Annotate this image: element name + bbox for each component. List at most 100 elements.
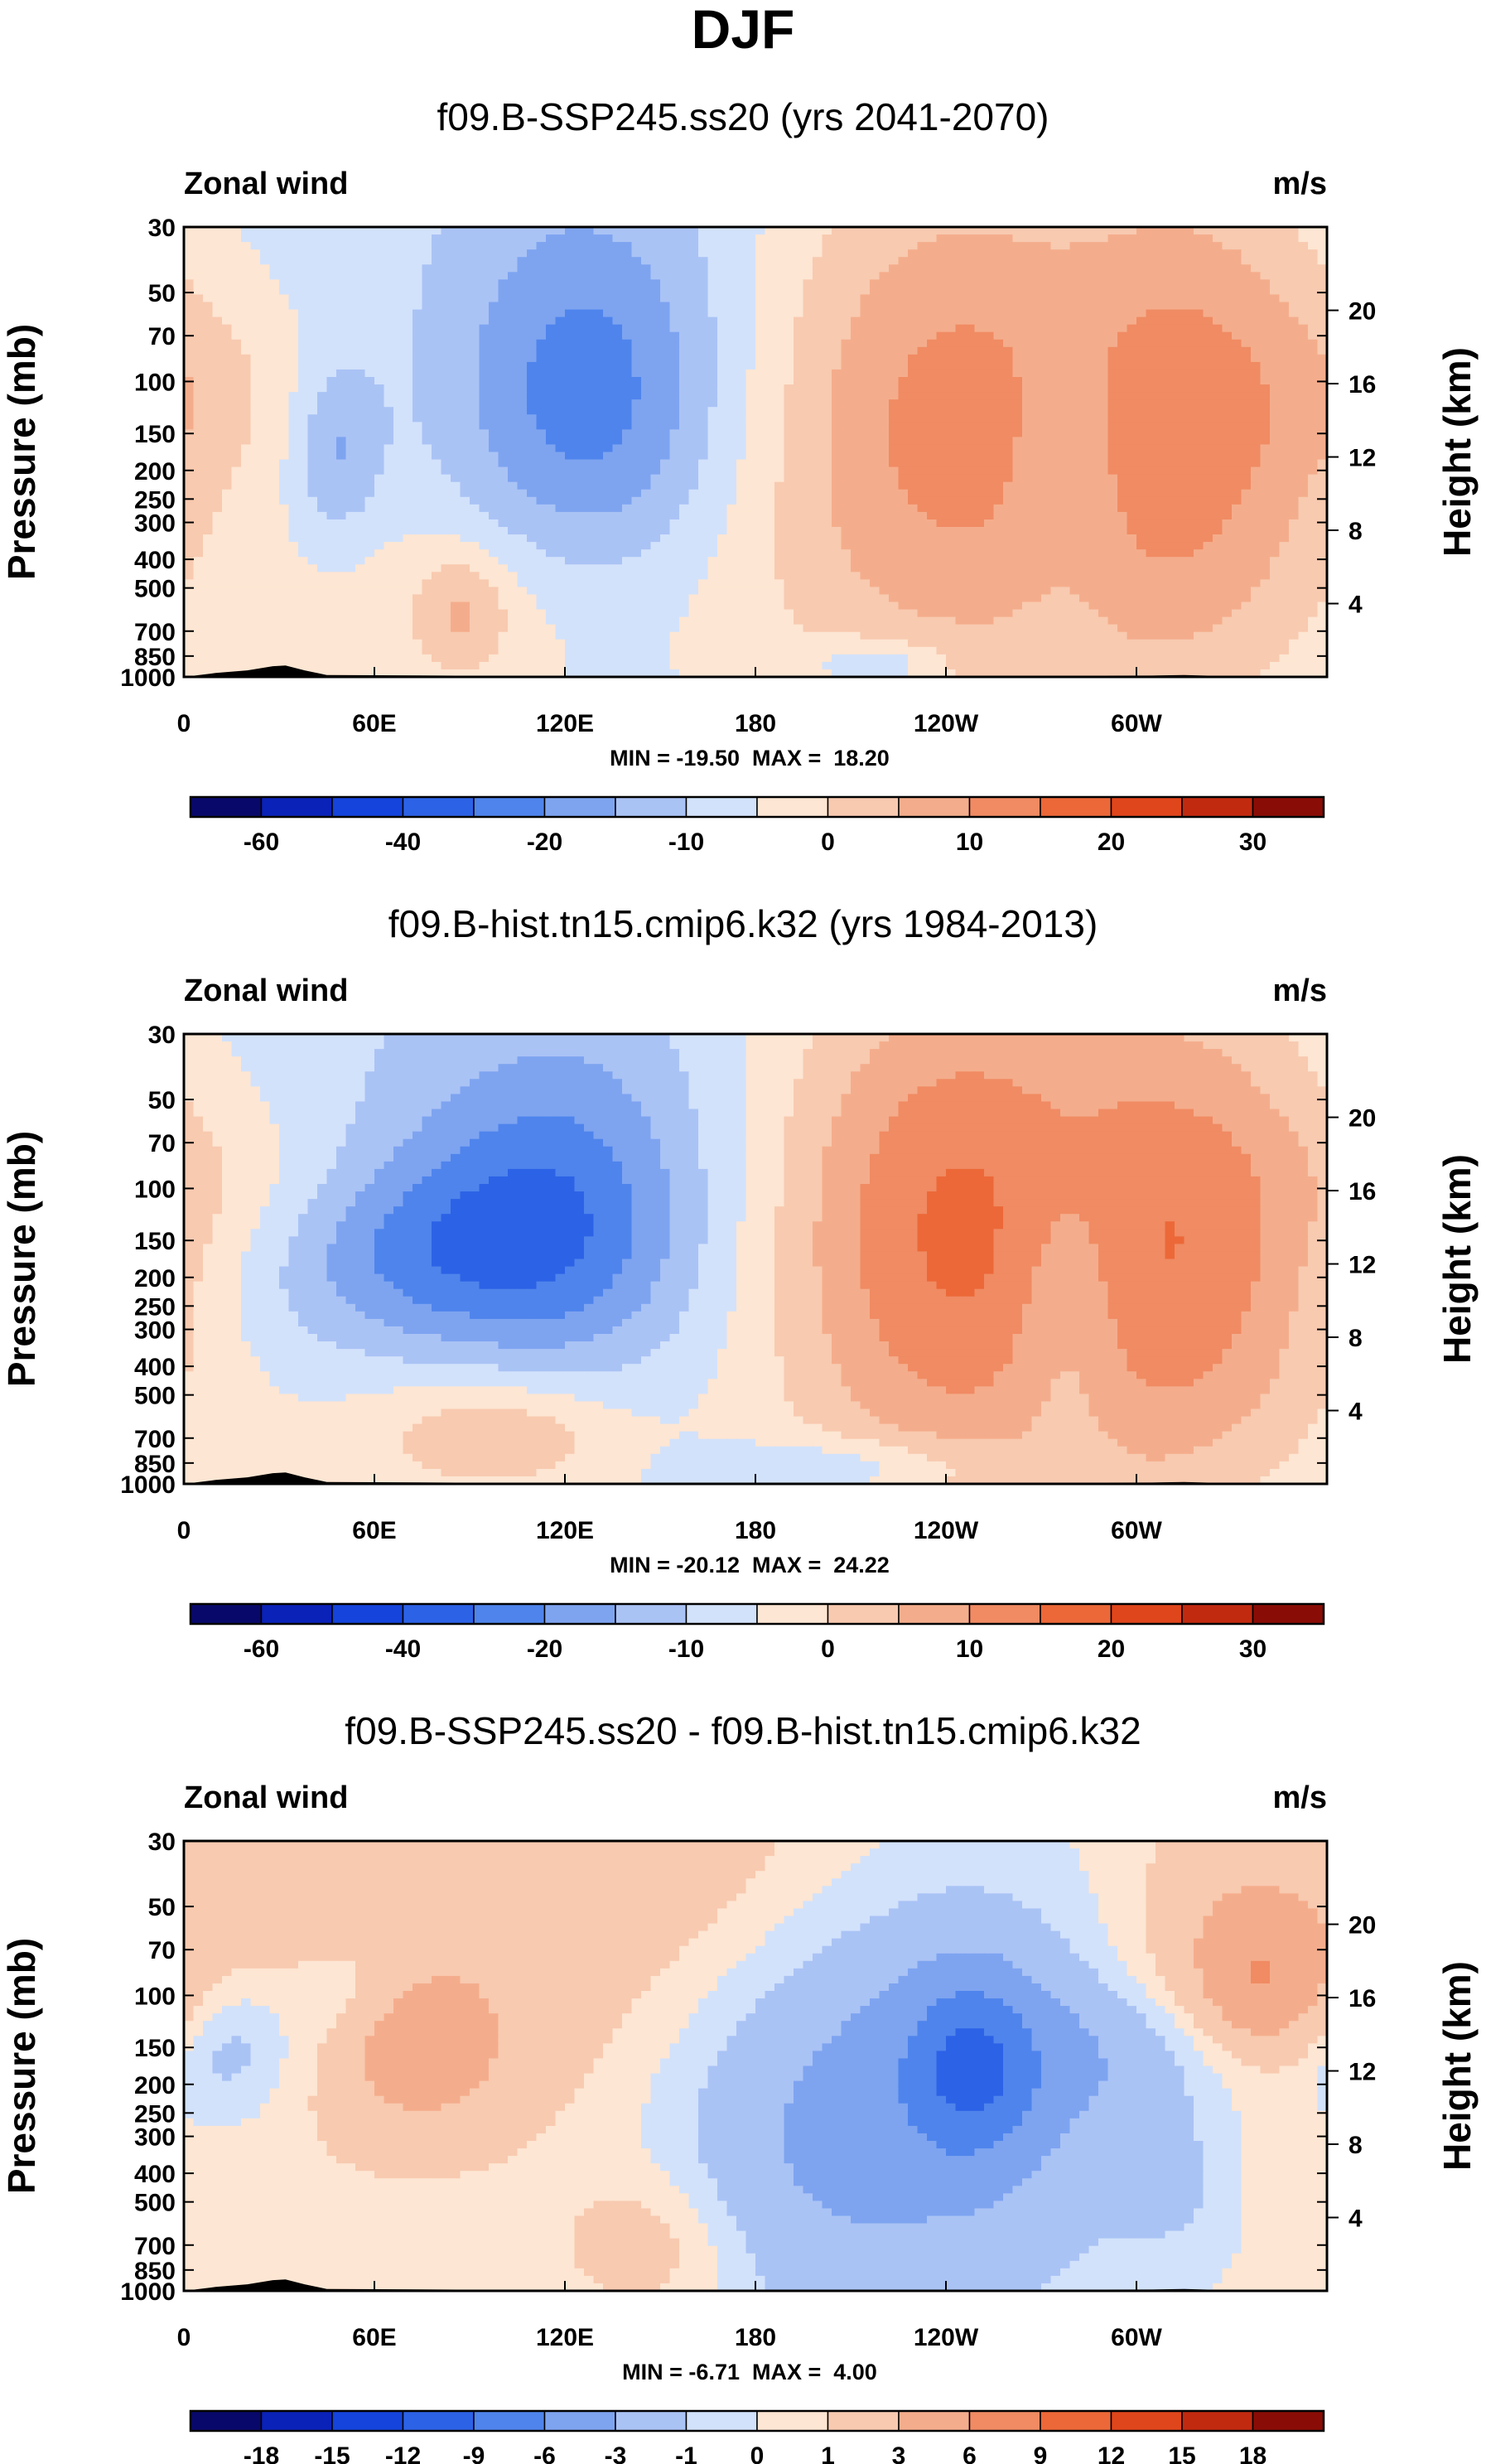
field-cell [1175, 422, 1184, 430]
field-cell [499, 392, 509, 400]
field-cell [213, 497, 223, 505]
field-cell [746, 519, 756, 528]
field-cell [1289, 519, 1299, 528]
field-cell [508, 512, 518, 520]
field-cell [689, 437, 699, 445]
field-cell [1261, 355, 1271, 363]
field-cell [842, 467, 852, 476]
field-cell [403, 310, 413, 318]
field-cell [632, 467, 642, 476]
field-cell [832, 512, 842, 520]
field-cell [660, 527, 670, 535]
field-cell [1089, 452, 1099, 461]
field-cell [298, 302, 308, 311]
field-cell [1098, 460, 1108, 468]
field-cell [432, 325, 441, 333]
field-cell [298, 452, 308, 461]
field-cell [717, 347, 727, 355]
field-cell [641, 257, 651, 265]
field-cell [194, 325, 204, 333]
field-cell [1184, 294, 1194, 302]
field-cell [270, 325, 280, 333]
field-cell [908, 392, 918, 400]
field-cell [1299, 355, 1309, 363]
field-cell [336, 310, 346, 318]
field-cell [279, 414, 289, 423]
field-cell [774, 475, 784, 483]
field-cell [1242, 249, 1252, 258]
field-cell [1136, 384, 1146, 393]
field-cell [765, 242, 775, 250]
field-cell [594, 317, 604, 326]
field-cell [1175, 287, 1184, 295]
field-cell [679, 444, 689, 452]
field-cell [927, 399, 937, 408]
field-cell [270, 452, 280, 461]
field-cell [251, 407, 261, 415]
field-cell [1204, 377, 1213, 385]
field-cell [1060, 444, 1070, 452]
field-cell [461, 362, 470, 370]
field-cell [393, 234, 403, 243]
field-cell [1204, 422, 1213, 430]
field-cell [317, 257, 327, 265]
field-cell [851, 497, 861, 505]
field-cell [689, 264, 699, 273]
field-cell [965, 234, 975, 243]
field-cell [317, 399, 327, 408]
field-cell [927, 527, 937, 535]
field-cell [508, 310, 518, 318]
field-cell [946, 294, 956, 302]
field-cell [1223, 452, 1233, 461]
field-cell [1251, 467, 1261, 476]
field-cell [1098, 452, 1108, 461]
field-cell [317, 302, 327, 311]
field-cell [327, 310, 337, 318]
field-cell [393, 362, 403, 370]
field-cell [1156, 249, 1165, 258]
field-cell [298, 460, 308, 468]
field-cell [1089, 460, 1099, 468]
field-cell [1289, 377, 1299, 385]
field-cell [518, 332, 528, 341]
field-cell [746, 534, 756, 543]
field-cell [1194, 392, 1204, 400]
field-cell [984, 437, 994, 445]
field-cell [1022, 429, 1032, 437]
field-cell [717, 444, 727, 452]
field-cell [432, 460, 441, 468]
field-cell [308, 460, 318, 468]
field-cell [670, 392, 680, 400]
field-cell [1117, 355, 1127, 363]
field-cell [899, 384, 909, 393]
field-cell [670, 534, 680, 543]
field-cell [1299, 257, 1309, 265]
field-cell [1089, 294, 1099, 302]
field-cell [289, 340, 299, 348]
field-cell [194, 444, 204, 452]
field-cell [613, 407, 623, 415]
field-cell [1070, 429, 1080, 437]
field-cell [527, 340, 537, 348]
field-cell [1184, 302, 1194, 311]
field-cell [279, 527, 289, 535]
field-cell [622, 347, 632, 355]
field-cell [632, 407, 642, 415]
field-cell [927, 414, 937, 423]
field-cell [889, 399, 899, 408]
field-cell [746, 294, 756, 302]
field-cell [355, 242, 365, 250]
field-cell [1051, 467, 1061, 476]
field-cell [241, 377, 251, 385]
field-cell [908, 399, 918, 408]
field-cell [451, 475, 461, 483]
field-cell [1213, 332, 1223, 341]
field-cell [317, 534, 327, 543]
field-cell [422, 490, 432, 498]
field-cell [803, 384, 813, 393]
field-cell [1146, 249, 1156, 258]
field-cell [832, 497, 842, 505]
field-cell [213, 505, 223, 513]
field-cell [755, 340, 765, 348]
field-cell [518, 242, 528, 250]
